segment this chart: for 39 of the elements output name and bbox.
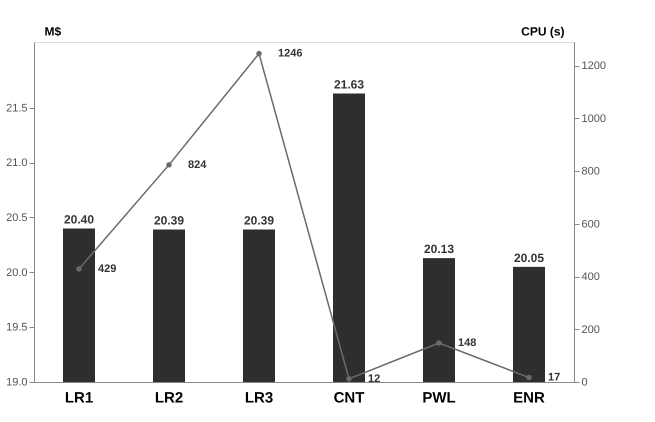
data-label: 21.63 [334, 78, 364, 92]
point [166, 162, 172, 168]
x-tick-label: PWL [422, 390, 456, 406]
y-axis-title: M$ [44, 24, 62, 38]
y2-tick-label: 800 [582, 166, 600, 178]
point [436, 340, 442, 346]
data-label: 20.39 [154, 214, 184, 228]
data-label: 12 [368, 372, 380, 385]
y-tick-label: 21.5 [6, 102, 28, 114]
x-tick-label: CNT [334, 390, 364, 406]
x-tick-label: ENR [513, 390, 545, 406]
y2-tick-label: 600 [582, 218, 600, 230]
point [256, 50, 262, 56]
data-label: 824 [188, 158, 208, 171]
y2-tick-label: 400 [582, 271, 600, 284]
data-label: 20.13 [424, 242, 454, 256]
data-label: 20.39 [244, 214, 274, 228]
data-label: 17 [548, 372, 560, 384]
y2-tick-label: 1200 [582, 60, 606, 72]
data-label: 1246 [278, 48, 302, 60]
data-label: 148 [458, 336, 476, 349]
y2-tick-label: 0 [582, 376, 588, 388]
y-tick-label: 20.5 [6, 212, 28, 224]
data-label: 20.40 [64, 212, 94, 226]
y-tick-label: 19.0 [6, 376, 28, 388]
point [76, 266, 82, 272]
point [346, 376, 352, 382]
y-tick-label: 20.0 [6, 266, 28, 279]
y-tick-label: 21.0 [6, 157, 28, 170]
x-tick-label: LR3 [244, 390, 274, 406]
y2-tick-label: 1000 [582, 112, 606, 125]
y2-tick-label: 200 [582, 324, 600, 336]
y2-axis-title: CPU (s) [521, 24, 564, 38]
point [526, 374, 532, 380]
x-tick-label: LR1 [64, 390, 94, 406]
data-label: 20.05 [514, 250, 544, 265]
data-label: 429 [98, 262, 116, 275]
x-tick-label: LR2 [154, 390, 184, 406]
y-tick-label: 19.5 [6, 322, 28, 334]
